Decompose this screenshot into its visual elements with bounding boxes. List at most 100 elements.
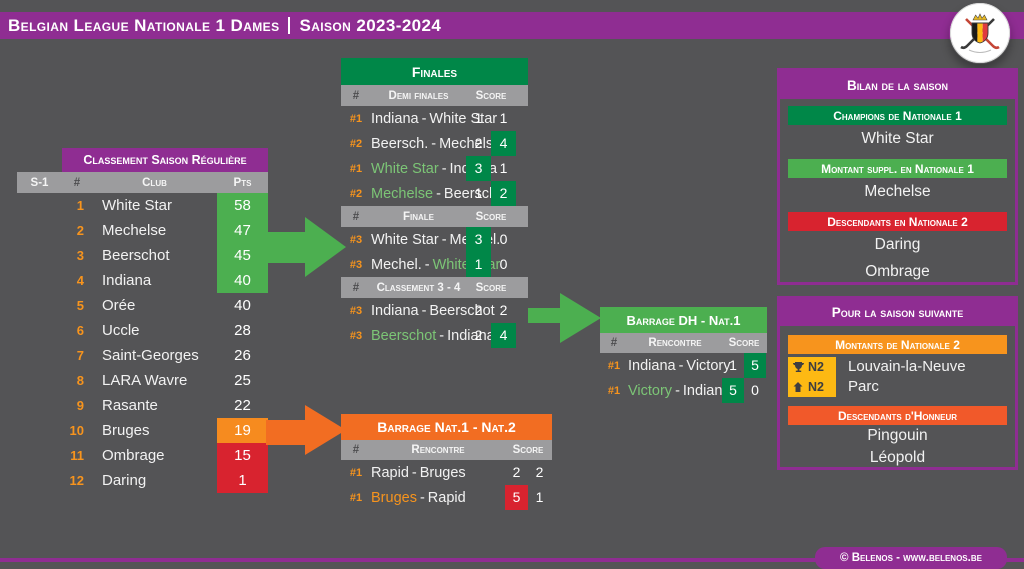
rank-cell: 8 <box>76 373 84 388</box>
match-teams: White Star-Mechel. <box>371 231 500 248</box>
classement-title: Classement Saison Régulière <box>62 148 268 172</box>
col-pts: Pts <box>233 176 252 189</box>
col-rank: # <box>73 176 81 189</box>
match-tag: #1 <box>349 162 363 175</box>
match-tag: #1 <box>349 466 363 479</box>
table-row: 6 Uccle 28 <box>17 318 268 343</box>
match-tag: #1 <box>349 112 363 125</box>
home-team: Beersch. <box>371 135 429 152</box>
pts-cell: 58 <box>234 197 251 214</box>
home-team: White Star <box>371 231 439 248</box>
table-row: 10 Bruges 19 <box>17 418 268 443</box>
table-row: 12 Daring 1 <box>17 468 268 493</box>
rank-cell: 2 <box>76 223 84 238</box>
champion-club: White Star <box>861 130 934 147</box>
vs-separator: - <box>441 231 447 248</box>
page-title-right: Saison 2023-2024 <box>299 15 442 35</box>
descendant-club: Daring <box>874 236 921 253</box>
footer-line <box>0 558 1024 562</box>
score-1: 1 <box>474 110 483 126</box>
pts-cell: 25 <box>234 372 251 389</box>
n2-badge: N2 N2 <box>788 357 836 397</box>
match-tag: #1 <box>349 491 363 504</box>
score-1: 2 <box>474 327 483 343</box>
arrow-barrage-dh-icon <box>528 293 601 343</box>
col-score: Score <box>728 337 760 349</box>
away-team: Indiana <box>447 327 495 344</box>
club-cell: Beerschot <box>102 247 170 264</box>
bilan-panel: Bilan de la saison Champions de National… <box>777 68 1018 285</box>
col-label: Classement 3 - 4 <box>376 281 461 294</box>
classement-3-4-header: # Classement 3 - 4 Score <box>341 277 528 298</box>
score-2: 5 <box>744 353 766 378</box>
champions-band: Champions de Nationale 1 <box>788 106 1007 125</box>
table-row: 9 Rasante 22 <box>17 393 268 418</box>
home-team: Indiana <box>628 357 676 374</box>
match-teams: Rapid - Bruges <box>371 465 505 481</box>
away-team: Bruges <box>419 464 466 481</box>
col-club: Club <box>142 176 167 189</box>
page-title: Belgian League Nationale 1 Dames Saison … <box>8 16 441 36</box>
table-row: 4 Indiana 40 <box>17 268 268 293</box>
score-2: 4 <box>491 323 516 348</box>
badge-row: N2 <box>788 377 836 397</box>
pts-cell: 40 <box>234 272 251 289</box>
match-teams: Beersch. - Mechelse <box>371 135 501 152</box>
barrage-nat-header: # Rencontre Score <box>341 440 552 460</box>
match-row: #3 Mechel.-White Star 1 0 <box>341 252 528 277</box>
score-2: 4 <box>491 131 516 156</box>
club-cell: Indiana <box>102 272 152 289</box>
club-cell: Uccle <box>102 322 140 339</box>
match-tag: #3 <box>349 258 363 271</box>
table-row: 2 Mechelse 47 <box>17 218 268 243</box>
badge-label: N2 <box>808 360 824 374</box>
score-1: 3 <box>466 156 491 181</box>
match-tag: #3 <box>349 329 363 342</box>
col-label: Rencontre <box>648 337 702 349</box>
score-1: 2 <box>474 302 483 318</box>
match-teams: Bruges - Rapid <box>371 490 505 506</box>
descendants-honneur-band: Descendants d'Honneur <box>788 406 1007 425</box>
barrage-dh-table: Barrage DH - Nat.1 # Rencontre Score #1 … <box>600 307 767 403</box>
vs-separator: - <box>436 185 441 202</box>
col-label: Rencontre <box>411 444 465 456</box>
table-row: 11 Ombrage 15 <box>17 443 268 468</box>
descendant-club: Léopold <box>869 449 926 466</box>
pts-cell: 15 <box>234 447 251 464</box>
classement-header-row: S-1 # Club Pts <box>17 172 268 193</box>
score-2: 2 <box>535 464 544 480</box>
vs-separator: - <box>424 256 430 273</box>
home-team: Mechel. <box>371 256 422 273</box>
home-team: Beerschot <box>371 327 437 344</box>
col-num: # <box>610 337 618 349</box>
trophy-icon <box>792 361 806 374</box>
vs-separator: - <box>431 135 437 152</box>
barrage-nat-table: Barrage Nat.1 - Nat.2 # Rencontre Score … <box>341 414 552 510</box>
away-team: Beerschot <box>429 302 495 319</box>
match-tag: #3 <box>349 304 363 317</box>
table-row: 7 Saint-Georges 26 <box>17 343 268 368</box>
table-row: 1 White Star 58 <box>17 193 268 218</box>
match-teams: Victory - Indiana <box>628 383 730 399</box>
score-2: 0 <box>499 231 508 247</box>
away-team: Mechelse <box>439 135 502 152</box>
arrow-playoffs-icon <box>266 217 346 277</box>
vs-separator: - <box>421 110 427 127</box>
badge-label: N2 <box>808 380 824 394</box>
match-row: #1 Victory - Indiana 5 0 <box>600 378 767 403</box>
finales-table: Finales # Demi finales Score #1 Indiana -… <box>341 58 528 348</box>
match-teams: Beerschot - Indiana <box>371 327 495 344</box>
club-cell: Orée <box>102 297 136 314</box>
match-row: #3 Indiana - Beerschot 2 2 <box>341 298 528 323</box>
rank-cell: 10 <box>69 423 84 438</box>
score-2: 1 <box>535 489 544 505</box>
arrow-barrage-nat-icon <box>266 405 346 455</box>
score-1: 3 <box>466 227 491 252</box>
vs-separator: - <box>411 464 417 481</box>
match-row: #2 Beersch. - Mechelse 2 4 <box>341 131 528 156</box>
descendant-club: Pingouin <box>867 427 928 444</box>
vs-separator: - <box>419 489 425 506</box>
score-1: 2 <box>512 464 521 480</box>
away-team: Beersch. <box>443 185 502 202</box>
montants-n2-rows: N2 N2 Louvain-la-Neuve Parc <box>788 357 1015 397</box>
